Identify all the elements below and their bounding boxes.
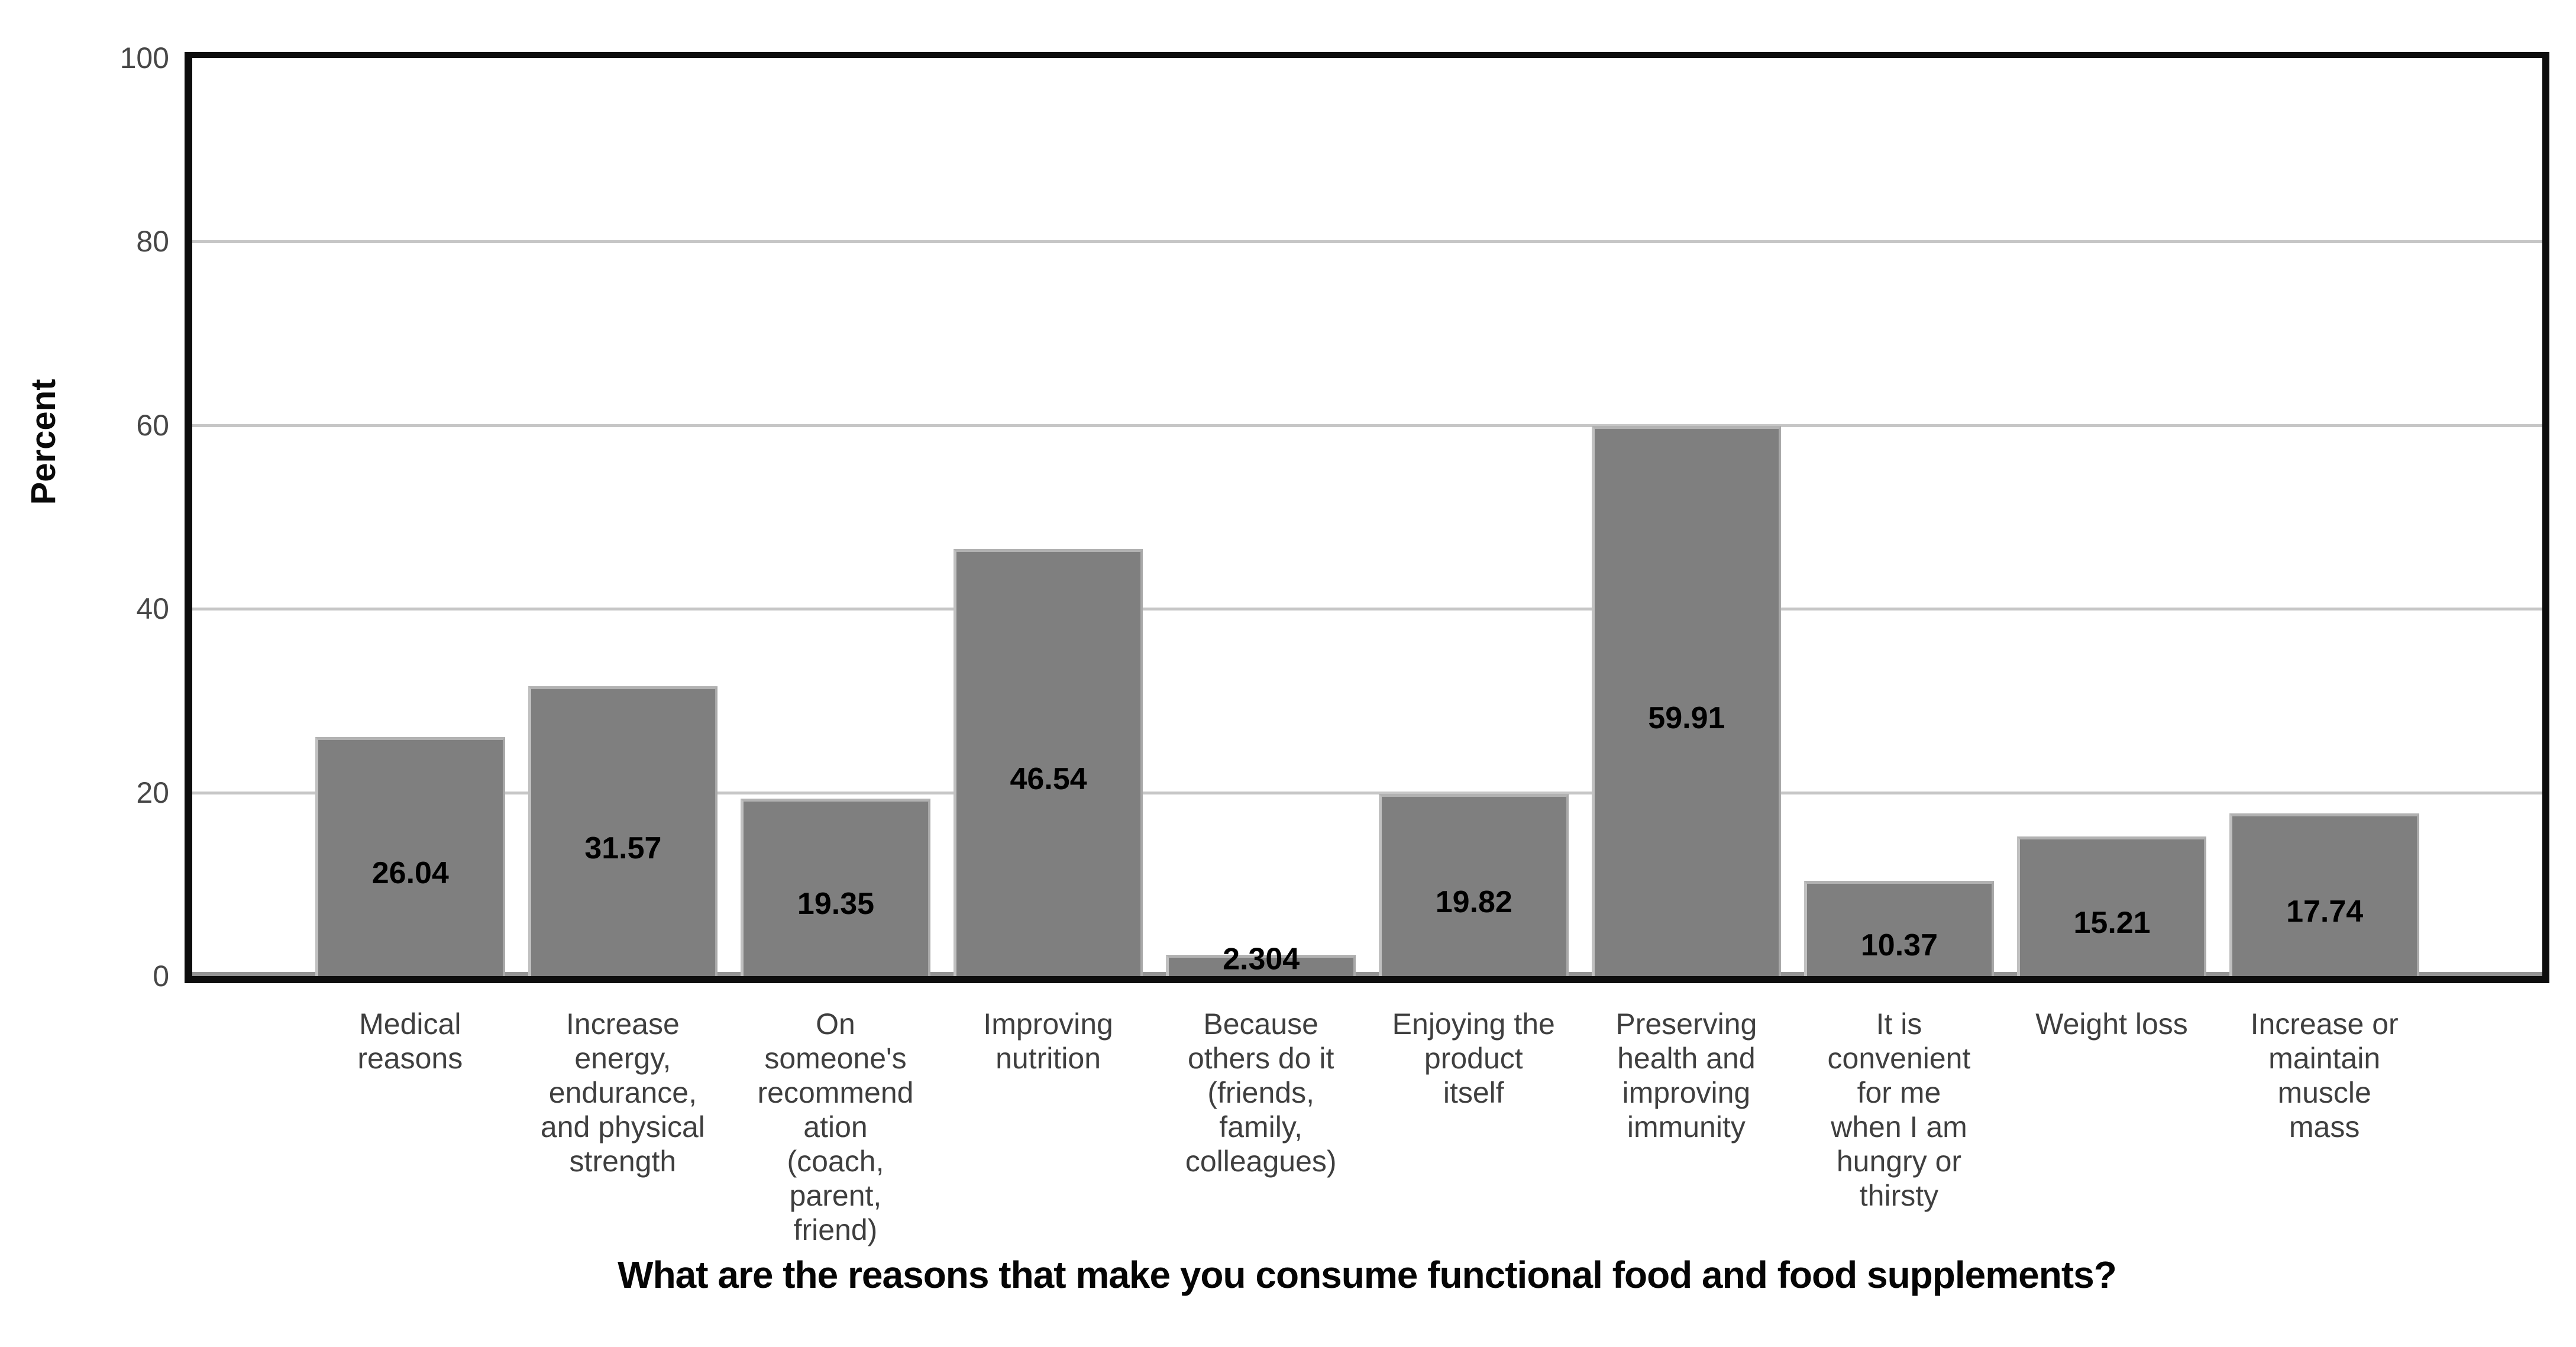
bar-value-label: 19.82: [1435, 884, 1512, 919]
x-tick-label-4: Improving nutrition: [983, 1007, 1113, 1075]
x-tick-label-9: Weight loss: [2035, 1007, 2188, 1041]
bar-value-label: 59.91: [1648, 700, 1725, 735]
bar-10: 17.74: [2229, 813, 2419, 976]
x-tick-label-1: Medical reasons: [357, 1007, 463, 1075]
x-axis-title: What are the reasons that make you consu…: [618, 1254, 2117, 1296]
bar-6: 19.82: [1378, 794, 1569, 976]
gridline-40: [192, 608, 2542, 611]
bar-8: 10.37: [1804, 881, 1994, 976]
x-tick-label-3: On someone's recommend ation (coach, par…: [757, 1007, 914, 1246]
y-tick-label-0: 0: [153, 960, 169, 993]
y-axis-title: Percent: [24, 379, 63, 505]
x-tick-label-5: Because others do it (friends, family, c…: [1185, 1007, 1337, 1178]
bar-value-label: 46.54: [1010, 762, 1087, 797]
x-tick-label-6: Enjoying the product itself: [1392, 1007, 1555, 1109]
bar-9: 15.21: [2016, 836, 2207, 976]
gridline-60: [192, 424, 2542, 427]
x-tick-label-8: It is convenient for me when I am hungry…: [1827, 1007, 1971, 1212]
gridline-80: [192, 240, 2542, 244]
bar-value-label: 19.35: [797, 887, 875, 922]
y-tick-label-20: 20: [136, 776, 169, 809]
bar-value-label: 26.04: [371, 856, 449, 891]
bars-row: 26.04 31.57 19.35 46.54 2.304 19.82 59.91 10.37…: [192, 58, 2542, 977]
bar-7: 59.91: [1591, 426, 1782, 976]
x-tick-label-7: Preserving health and improving immunity: [1615, 1007, 1757, 1144]
plot-area: 26.04 31.57 19.35 46.54 2.304 19.82 59.91 10.37…: [185, 52, 2549, 983]
y-tick-label-100: 100: [119, 41, 169, 75]
bar-value-label: 2.304: [1223, 942, 1300, 977]
x-tick-labels-row: Medical reasons Increase energy, enduranc…: [192, 1007, 2542, 1247]
y-tick-label-80: 80: [136, 225, 169, 259]
bar-value-label: 15.21: [2073, 906, 2151, 941]
bar-value-label: 17.74: [2286, 894, 2364, 929]
bar-5: 2.304: [1166, 942, 1356, 977]
bar-1: 26.04: [315, 737, 505, 976]
baseline-bevel: [192, 972, 2542, 976]
bar-4: 46.54: [953, 548, 1143, 976]
bar-value-label: 10.37: [1860, 928, 1938, 963]
bar-3: 19.35: [741, 798, 930, 976]
gridline-20: [192, 791, 2542, 794]
x-tick-label-2: Increase energy, endurance, and physical…: [540, 1007, 705, 1178]
x-tick-label-10: Increase or maintain muscle mass: [2250, 1007, 2399, 1144]
bar-2: 31.57: [528, 686, 718, 976]
bar-value-label: 31.57: [584, 831, 662, 865]
y-tick-label-60: 60: [136, 408, 169, 442]
y-tick-label-40: 40: [136, 592, 169, 626]
